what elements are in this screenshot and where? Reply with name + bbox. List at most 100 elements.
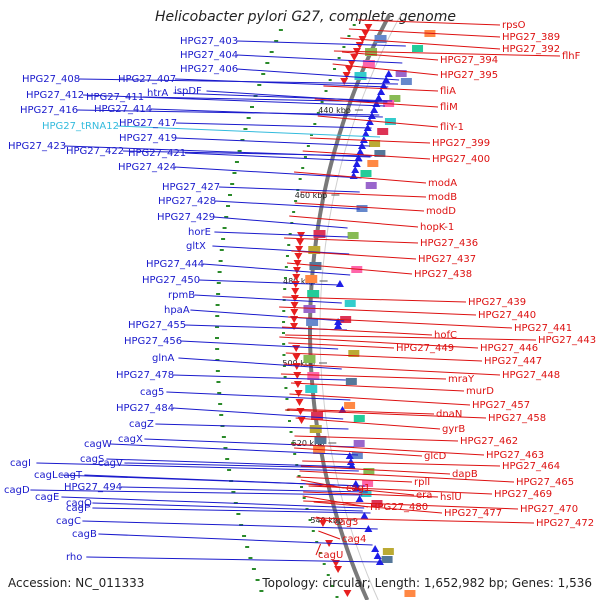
gene-label-leader xyxy=(290,443,485,456)
gene-label: HPG27_484 xyxy=(116,403,174,414)
gene-label: HPG27_472 xyxy=(536,518,594,529)
gene-label-leader xyxy=(172,407,344,420)
gene-label-leader xyxy=(300,465,451,475)
gene-label-leader xyxy=(236,54,403,64)
gene-label-leader xyxy=(289,215,419,228)
gene-label: cag5 xyxy=(140,387,164,398)
gene-feature-block xyxy=(356,205,368,212)
gene-label-leader xyxy=(280,373,447,380)
gene-label: cagL xyxy=(34,470,58,481)
gene-label-leader xyxy=(30,489,363,496)
reverse-strand-arrow xyxy=(294,390,303,397)
gene-feature-block xyxy=(347,232,359,239)
gene-label-leader xyxy=(302,150,431,160)
gene-label: murD xyxy=(466,386,494,397)
gene-label: HPG27_478 xyxy=(116,370,174,381)
gene-label-leader xyxy=(305,483,415,496)
gene-label-leader xyxy=(236,68,400,81)
gene-label: HPG27_400 xyxy=(432,154,490,165)
gene-label: HPG27_438 xyxy=(414,269,472,280)
gene-label-leader xyxy=(198,279,340,286)
gene-label: HPG27_403 xyxy=(180,36,238,47)
gene-feature-block xyxy=(404,590,416,597)
gene-feature-block xyxy=(353,440,365,447)
gene-label: rpsO xyxy=(502,20,526,31)
forward-strand-arrow xyxy=(334,322,343,329)
reverse-strand-arrow xyxy=(318,520,327,527)
gene-feature-block xyxy=(374,150,386,157)
gene-label: HPG27_416 xyxy=(20,105,78,116)
reverse-strand-arrow xyxy=(343,590,352,597)
gene-label: HPG27_399 xyxy=(432,138,490,149)
gene-feature-block xyxy=(362,60,375,68)
gene-label: mraY xyxy=(448,374,475,385)
gene-feature-block xyxy=(314,436,327,444)
reverse-strand-arrow xyxy=(355,42,364,49)
gene-label-leader xyxy=(82,520,378,530)
gene-label: HPG27_447 xyxy=(484,356,542,367)
gene-label-leader xyxy=(92,502,363,512)
gene-label: rplI xyxy=(414,477,430,488)
gene-label-leader xyxy=(98,533,373,546)
gene-label-leader xyxy=(218,186,360,193)
gene-label: HPG27_427 xyxy=(162,182,220,193)
gene-label: HPG27_394 xyxy=(440,55,498,66)
gene-label: HPG27_462 xyxy=(460,436,518,447)
gene-feature-block xyxy=(389,95,401,102)
forward-strand-arrow xyxy=(345,452,354,459)
forward-strand-arrow xyxy=(335,280,344,287)
gene-label-leader xyxy=(202,263,351,276)
gene-label-leader xyxy=(155,423,349,430)
reverse-strand-arrow xyxy=(350,54,359,61)
gene-feature-block xyxy=(377,128,389,135)
reverse-strand-arrow xyxy=(293,381,302,388)
gene-label: HPG27_395 xyxy=(440,70,498,81)
gene-label: HPG27_440 xyxy=(478,310,536,321)
forward-strand-arrow xyxy=(367,112,376,119)
forward-strand-arrow xyxy=(384,70,393,77)
gene-feature-block xyxy=(362,480,374,487)
gene-label: rpmB xyxy=(168,290,195,301)
scale-tick-label: 440 kbp xyxy=(318,106,351,115)
reverse-strand-arrow xyxy=(342,72,351,79)
gene-label: cag4 xyxy=(342,534,366,545)
forward-strand-arrow xyxy=(351,166,360,173)
forward-strand-arrow xyxy=(355,495,364,502)
gene-label-leader xyxy=(110,443,359,456)
gene-feature-block xyxy=(351,452,363,459)
gene-label: cagI xyxy=(10,458,31,469)
gene-label: HPG27_469 xyxy=(494,489,552,500)
gene-feature-block xyxy=(353,415,365,422)
gene-label: flhF xyxy=(562,51,581,62)
gene-feature-block xyxy=(381,556,393,563)
gene-label-leader xyxy=(282,296,467,303)
gene-label: htrA xyxy=(147,88,168,99)
gene-label: glnA xyxy=(152,353,174,364)
gene-label: HPG27_480 xyxy=(370,502,428,513)
gene-label: HPG27_477 xyxy=(444,508,502,519)
gene-label-leader xyxy=(286,262,413,275)
forward-strand-arrow xyxy=(371,545,380,552)
gene-label-leader xyxy=(288,342,395,349)
reverse-strand-arrow xyxy=(295,399,304,406)
gene-label-leader xyxy=(150,108,383,118)
gene-feature-block xyxy=(412,45,424,52)
gene-label: cagX xyxy=(118,434,143,445)
gene-label-leader xyxy=(174,78,389,88)
gene-label: HPG27_423 xyxy=(8,141,66,152)
gene-label: horE xyxy=(188,227,211,238)
accession-text: Accession: NC_011333 xyxy=(8,576,145,590)
reverse-strand-arrow xyxy=(293,372,302,379)
gene-label-leader xyxy=(279,336,479,349)
gene-label-leader xyxy=(106,458,355,468)
gene-label-leader xyxy=(332,63,439,76)
gene-label: modB xyxy=(428,192,457,203)
gene-label: HPG27_389 xyxy=(502,32,560,43)
forward-strand-arrow xyxy=(370,106,379,113)
gene-label: cagD xyxy=(4,485,30,496)
gene-label: modA xyxy=(428,178,457,189)
gene-label: HPG27_414 xyxy=(94,104,152,115)
gene-label-leader xyxy=(60,474,365,487)
